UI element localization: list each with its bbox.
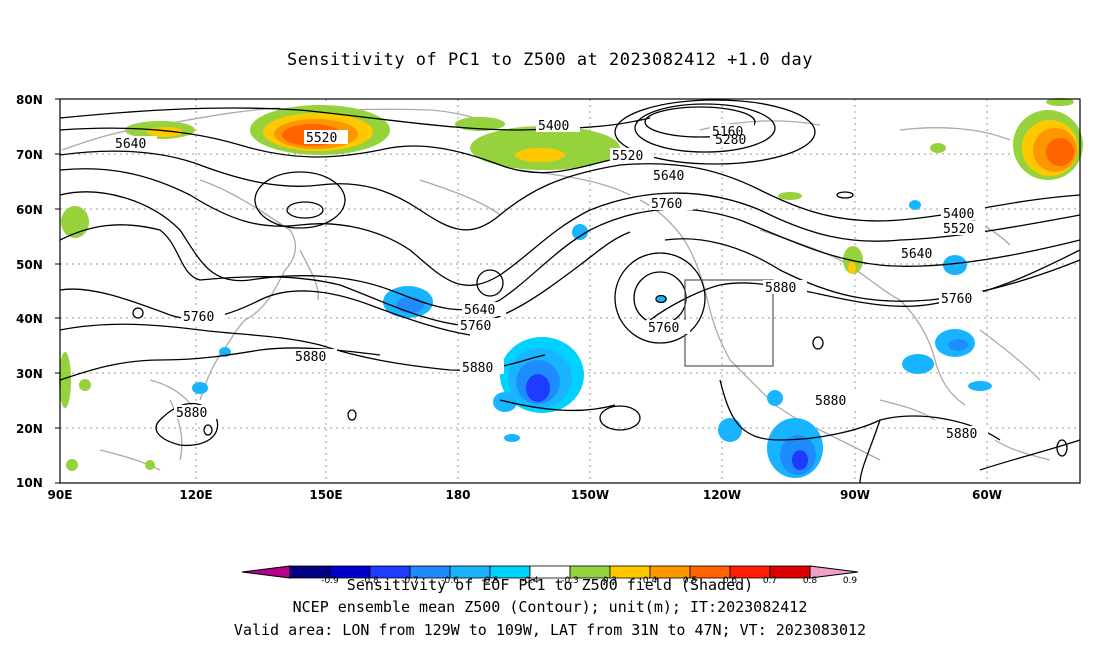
colorbar-tick-label: 0.3 [603, 576, 617, 586]
contour-label: 5760 [183, 310, 214, 325]
colorbar-tick-label: 0.5 [683, 576, 697, 586]
contour-label: 5280 [715, 133, 746, 148]
lon-tick-label: 150E [309, 488, 342, 502]
colorbar-tick-label: 0.6 [723, 576, 738, 586]
colorbar-tick-label: 0.7 [763, 576, 777, 586]
map-border [59, 98, 1081, 484]
lon-tick-label: 120W [703, 488, 741, 502]
contour-label: 5400 [943, 207, 974, 222]
colorbar-tick-label: 0.9 [843, 576, 858, 586]
contour-label: 5520 [612, 149, 643, 164]
lat-tick-label: 50N [16, 258, 43, 272]
contour-label: 5640 [653, 169, 684, 184]
shading-negative [192, 200, 992, 478]
contour-label: 5880 [765, 281, 796, 296]
lon-tick-label: 120E [179, 488, 212, 502]
footer-valid-area: Valid area: LON from 129W to 109W, LAT f… [233, 621, 867, 639]
contour-label: 5880 [815, 394, 846, 409]
contour-label: 5880 [295, 350, 326, 365]
contour-label: 5760 [648, 321, 679, 336]
z500-contours [59, 107, 1081, 484]
contour-label: 5760 [941, 292, 972, 307]
contour-label: 5880 [946, 427, 977, 442]
z500-closed-contours [132, 99, 1068, 457]
contour-label: 5880 [176, 406, 207, 421]
contour-label: 5520 [306, 131, 337, 146]
colorbar-tick-label: -0.6 [441, 576, 459, 586]
map-title: Sensitivity of PC1 to Z500 at 2023082412… [286, 50, 813, 70]
colorbar-tick-label: -0.9 [321, 576, 339, 586]
lon-tick-label: 180 [445, 488, 470, 502]
lat-axis: 80N 70N 60N 50N 40N 30N 20N 10N [16, 93, 60, 490]
contour-label: 5760 [460, 319, 491, 334]
contour-label: 5400 [538, 119, 569, 134]
lat-tick-label: 70N [16, 148, 43, 162]
lon-tick-label: 90W [840, 488, 870, 502]
contour-label: 5760 [651, 197, 682, 212]
contour-label: 5880 [462, 361, 493, 376]
contour-label: 5640 [464, 303, 495, 318]
colorbar-tick-label: -0.8 [361, 576, 379, 586]
colorbar: -0.9 -0.8 -0.7 -0.6 -0.5 -0.4 -0.3 0.3 0.4 0.5 0.6… [241, 565, 859, 586]
lon-tick-label: 150W [571, 488, 609, 502]
contour-label: 5640 [115, 137, 146, 152]
lon-axis: 90E 120E 150E 180 150W 120W 90W 60W [48, 488, 1002, 502]
colorbar-tick-label: -0.3 [561, 576, 579, 586]
lat-tick-label: 60N [16, 203, 43, 217]
contour-labels: 5640 5520 5400 5160 5280 5520 5640 5760 … [113, 118, 988, 442]
footer-shading-description: Sensitivity of EOF PC1 to Z500 field (Sh… [346, 576, 754, 594]
colorbar-tick-label: 0.4 [643, 576, 658, 586]
lat-tick-label: 20N [16, 422, 43, 436]
colorbar-arrow-right [809, 565, 859, 579]
lon-tick-label: 60W [972, 488, 1002, 502]
lat-tick-label: 40N [16, 312, 43, 326]
colorbar-tick-label: -0.7 [401, 576, 419, 586]
lon-tick-label: 90E [48, 488, 73, 502]
footer-contour-description: NCEP ensemble mean Z500 (Contour); unit(… [292, 598, 808, 616]
colorbar-tick-label: 0.8 [803, 576, 818, 586]
lat-tick-label: 80N [16, 93, 43, 107]
colorbar-tick-label: -0.4 [521, 576, 539, 586]
colorbar-tick-label: -0.5 [481, 576, 499, 586]
contour-label: 5640 [901, 247, 932, 262]
lat-tick-label: 10N [16, 476, 43, 490]
contour-label: 5520 [943, 222, 974, 237]
contour-label: 5160 [712, 125, 743, 140]
lat-tick-label: 30N [16, 367, 43, 381]
